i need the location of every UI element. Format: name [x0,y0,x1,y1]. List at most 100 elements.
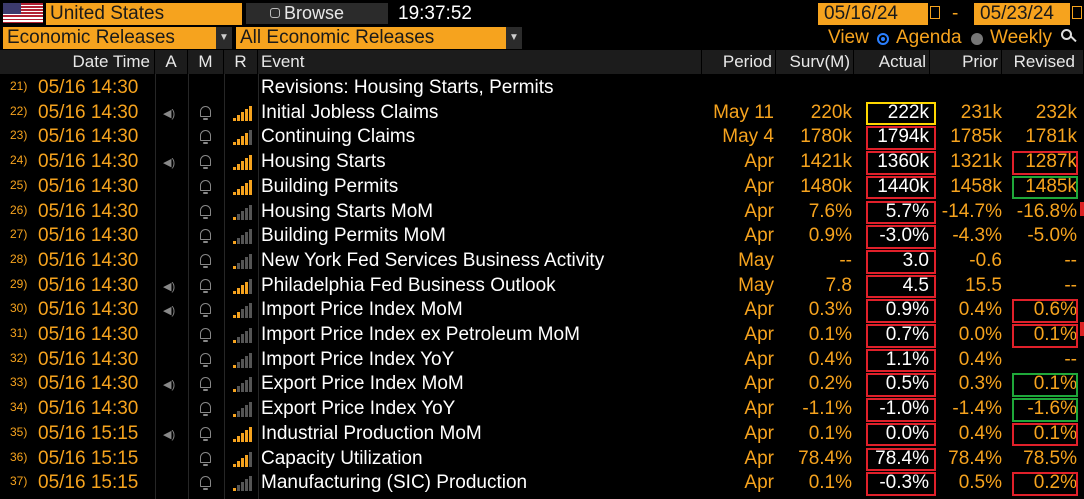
bell-icon[interactable] [200,179,211,194]
weekly-label[interactable]: Weekly [990,27,1052,48]
search-icon[interactable] [1061,29,1072,40]
row-event[interactable]: Manufacturing (SIC) Production [261,472,528,494]
col-revised[interactable]: Revised [1002,50,1084,74]
col-r[interactable]: R [224,50,258,74]
relevance-bars-icon [233,352,252,368]
bell-icon[interactable] [200,476,211,491]
highlight-box [866,175,936,200]
end-date-field[interactable]: 05/23/24 [974,3,1070,25]
table-row[interactable]: 24) 05/16 14:30 Housing Starts Apr 1421k 1360… [0,150,1084,175]
col-prior[interactable]: Prior [930,50,1002,74]
row-prior: -1.4% [952,398,1002,420]
table-row[interactable]: 37) 05/16 15:15 Manufacturing (SIC) Produc… [0,471,1084,496]
relevance-bar [245,232,248,245]
speaker-icon[interactable]: ◀) [163,379,176,392]
col-actual[interactable]: Actual [854,50,930,74]
table-row[interactable]: 35) 05/16 15:15 Industrial Production MoM A… [0,422,1084,447]
row-event[interactable]: Philadelphia Fed Business Outlook [261,274,556,296]
relevance-bar [233,463,236,467]
row-event[interactable]: Revisions: Housing Starts, Permits [261,77,554,98]
bell-icon[interactable] [200,253,211,268]
bell-icon[interactable] [200,204,211,219]
table-row[interactable]: 36) 05/16 15:15 Capacity Utilization Apr 78.… [0,447,1084,472]
row-revised: -1.6% [1027,398,1077,420]
table-row[interactable]: 31) 05/16 14:30 Import Price Index ex Petr… [0,323,1084,348]
row-datetime: 05/16 14:30 [38,274,139,296]
bell-icon[interactable] [200,278,211,293]
row-event[interactable]: Building Permits MoM [261,225,446,247]
bell-icon[interactable] [200,402,211,417]
filter-select[interactable]: All Economic Releases [236,27,506,49]
relevance-bars-icon [233,105,252,121]
table-row[interactable]: 29) 05/16 14:30 Philadelphia Fed Business … [0,274,1084,299]
col-period[interactable]: Period [702,50,776,74]
table-row[interactable]: 27) 05/16 14:30 Building Permits MoM Apr 0.9… [0,224,1084,249]
table-row[interactable]: 28) 05/16 14:30 New York Fed Services Busi… [0,249,1084,274]
highlight-box [866,249,936,274]
table-row[interactable]: 26) 05/16 14:30 Housing Starts MoM Apr 7.6% 5… [0,200,1084,225]
calendar-icon[interactable] [930,6,940,19]
bell-icon[interactable] [200,377,211,392]
bell-icon[interactable] [200,105,211,120]
row-event[interactable]: Export Price Index YoY [261,398,456,420]
table-row[interactable]: 22) 05/16 14:30 Initial Jobless Claims May … [0,101,1084,126]
row-event[interactable]: Housing Starts [261,151,386,173]
row-event[interactable]: Capacity Utilization [261,447,423,469]
speaker-icon[interactable]: ◀) [163,157,176,170]
bell-icon[interactable] [200,130,211,145]
highlight-box [866,101,936,126]
row-event[interactable]: Continuing Claims [261,126,416,148]
relevance-bar [249,451,252,467]
row-event[interactable]: Industrial Production MoM [261,422,482,444]
table-row[interactable]: 32) 05/16 14:30 Import Price Index YoY Apr 0… [0,348,1084,373]
bell-icon[interactable] [200,352,211,367]
row-survey: 1780k [800,126,852,148]
row-event[interactable]: Export Price Index MoM [261,373,464,395]
row-event[interactable]: Building Permits [261,175,399,197]
speaker-icon[interactable]: ◀) [163,305,176,318]
bell-icon[interactable] [200,426,211,441]
row-actual: 0.0% [885,422,929,444]
col-datetime[interactable]: Date Time [0,50,155,74]
table-row[interactable]: 34) 05/16 14:30 Export Price Index YoY Apr -… [0,397,1084,422]
weekly-radio[interactable] [971,33,983,45]
row-event[interactable]: New York Fed Services Business Activity [261,249,605,271]
table-row[interactable]: 23) 05/16 14:30 Continuing Claims May 4 1780… [0,125,1084,150]
chevron-down-icon[interactable]: ▼ [506,27,522,49]
table-row[interactable]: 25) 05/16 14:30 Building Permits Apr 1480k 14… [0,175,1084,200]
chevron-down-icon[interactable]: ▼ [216,27,232,49]
speaker-icon[interactable]: ◀) [163,107,176,120]
row-number: 33) [10,375,28,390]
calendar-icon[interactable] [1072,6,1082,19]
col-surv[interactable]: Surv(M) [776,50,854,74]
column-divider [224,74,225,499]
browse-button[interactable]: Browse [246,3,388,24]
bell-icon[interactable] [200,328,211,342]
relevance-bars-icon [233,228,252,245]
speaker-icon[interactable]: ◀) [163,428,176,441]
row-event[interactable]: Import Price Index MoM [261,299,463,321]
table-row[interactable]: 30) 05/16 14:30 Import Price Index MoM Apr 0… [0,298,1084,323]
relevance-bar [233,191,236,195]
bell-icon[interactable] [200,303,211,318]
table-row[interactable]: 33) 05/16 14:30 Export Price Index MoM Apr 0… [0,372,1084,397]
country-field[interactable]: United States [46,3,242,25]
col-m[interactable]: M [188,50,224,74]
row-event[interactable]: Import Price Index ex Petroleum MoM [261,324,580,345]
row-period: Apr [744,472,774,494]
category-select[interactable]: Economic Releases [3,27,216,49]
agenda-label[interactable]: Agenda [896,27,962,48]
col-event[interactable]: Event [258,50,702,74]
col-a[interactable]: A [155,50,188,74]
speaker-icon[interactable]: ◀) [163,280,176,293]
start-date-field[interactable]: 05/16/24 [818,3,928,25]
bell-icon[interactable] [200,451,211,466]
table-row[interactable]: 21) 05/16 14:30 Revisions: Housing Starts,… [0,76,1084,101]
row-event[interactable]: Import Price Index YoY [261,348,455,370]
row-event[interactable]: Housing Starts MoM [261,200,434,222]
agenda-radio[interactable] [877,33,889,45]
bell-icon[interactable] [200,229,211,244]
relevance-bar [233,265,236,269]
row-event[interactable]: Initial Jobless Claims [261,101,439,123]
bell-icon[interactable] [200,155,211,170]
